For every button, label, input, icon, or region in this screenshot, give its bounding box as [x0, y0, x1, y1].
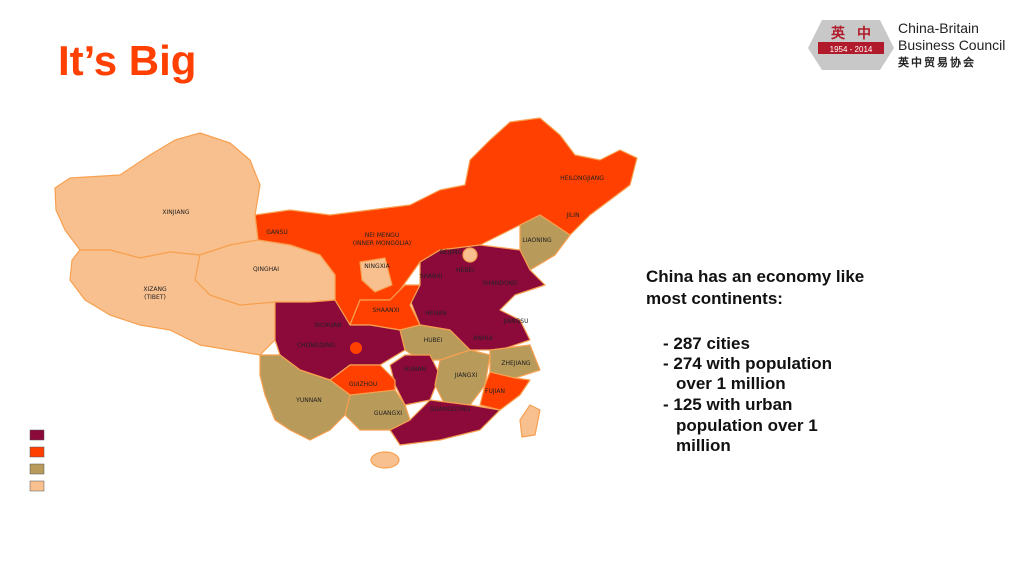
region-label: GUIZHOU	[349, 381, 378, 388]
region	[350, 342, 362, 354]
logo-char: 英	[830, 25, 846, 41]
logo-band	[818, 42, 884, 54]
region	[389, 354, 441, 406]
region	[344, 389, 411, 431]
region-label: (INNER MONGOLIA)	[353, 240, 411, 247]
text-box: China has an economy like most continent…	[646, 267, 864, 455]
region-label: XIZANG	[143, 286, 167, 293]
region-label: HENAN	[425, 310, 446, 317]
region-label: NINGXIA	[364, 263, 390, 270]
bullet-line: over 1 million	[676, 374, 786, 393]
legend-swatch	[29, 463, 45, 475]
region-label: ZHEJIANG	[501, 360, 531, 367]
logo-chinese-name: 英中贸易协会	[897, 55, 976, 69]
region	[409, 244, 546, 351]
logo-name: China-Britain	[898, 20, 979, 36]
region-label: CHONGQING	[297, 342, 336, 349]
region	[479, 371, 531, 411]
region-label: FUJIAN	[485, 388, 505, 395]
logo: 英 中 1954 - 2014 China-Britain Business C…	[808, 20, 1005, 70]
region	[489, 344, 541, 379]
region-label: SHANDONG	[482, 280, 518, 287]
region-label: GUANGXI	[374, 410, 402, 417]
region	[370, 451, 400, 469]
logo-name: Business Council	[898, 37, 1005, 53]
region-label: HEILONGJIANG	[560, 175, 604, 182]
china-map: HEILONGJIANG JILIN LIAONING XINJIANG GAN…	[54, 117, 638, 469]
heading-line: most continents:	[646, 289, 783, 308]
legend-swatch	[29, 429, 45, 441]
region-label: LIAONING	[522, 237, 552, 244]
bullet-line: million	[676, 436, 731, 455]
legend-swatch	[29, 480, 45, 492]
heading-line: China has an economy like	[646, 267, 864, 286]
legend-swatch	[29, 446, 45, 458]
bullet-line: population over 1	[676, 416, 818, 435]
region-label: SHAANXI	[372, 307, 399, 314]
region-label: NEI MENGU	[365, 232, 399, 239]
region-label: HUBEI	[424, 337, 443, 344]
bullet-line: - 274 with population	[663, 354, 832, 373]
region-label: SICHUAN	[314, 322, 341, 329]
region-label: JILIN	[565, 212, 579, 219]
region	[462, 247, 478, 263]
logo-years: 1954 - 2014	[830, 45, 873, 54]
legend	[29, 429, 45, 492]
region-label: JIANGSU	[503, 318, 529, 325]
region-label: JIANGXI	[454, 372, 478, 379]
bullet-line: - 125 with urban	[663, 395, 792, 414]
region-label: YUNNAN	[295, 397, 322, 404]
region-label: SHANXI	[420, 273, 443, 280]
bullet-line: - 287 cities	[663, 334, 750, 353]
region-label: GUANGDONG	[430, 406, 471, 413]
title: It’s Big	[58, 37, 196, 84]
region	[519, 404, 541, 438]
region	[359, 257, 393, 293]
region-label: (TIBET)	[144, 294, 166, 301]
region-label: HUNAN	[404, 366, 426, 373]
region-label: ANHUI	[473, 335, 492, 342]
region-label: XINJIANG	[162, 209, 190, 216]
logo-char: 中	[857, 25, 871, 41]
region	[434, 349, 491, 406]
region-label: HEBEI	[456, 267, 474, 274]
region-label: QINGHAI	[253, 266, 279, 273]
region	[69, 249, 276, 356]
region-label: BEIJING	[440, 249, 463, 256]
region	[259, 354, 351, 441]
region-label: GANSU	[266, 229, 287, 236]
